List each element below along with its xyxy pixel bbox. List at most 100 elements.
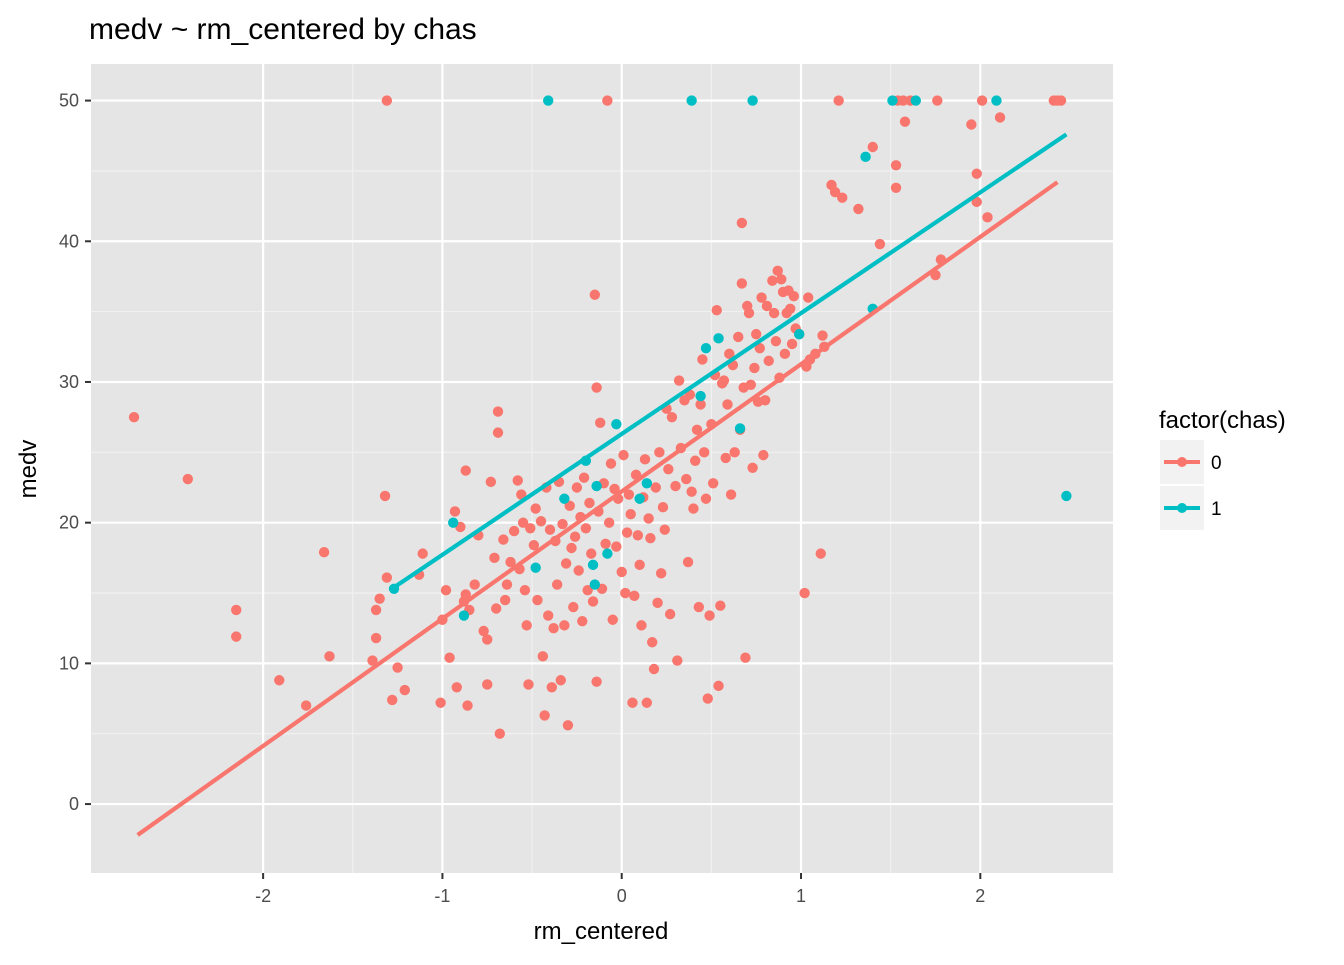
data-point <box>853 203 864 215</box>
data-point <box>591 382 602 393</box>
y-tick-label: 20 <box>59 513 79 533</box>
data-point <box>587 559 599 571</box>
y-tick-label: 50 <box>59 91 79 111</box>
data-point <box>655 568 667 579</box>
data-point <box>754 343 765 354</box>
data-point <box>625 509 636 520</box>
plot-panel <box>91 64 1113 873</box>
data-point <box>768 307 780 319</box>
data-point <box>482 679 493 690</box>
data-point <box>681 473 692 485</box>
fit-line-0 <box>136 180 1059 837</box>
data-point <box>546 682 557 693</box>
data-point <box>799 587 810 599</box>
data-point <box>991 95 1002 106</box>
data-point <box>182 473 194 485</box>
data-point <box>971 196 982 208</box>
data-point <box>274 675 285 686</box>
data-point <box>469 579 480 590</box>
data-point <box>548 622 559 634</box>
data-point <box>494 728 505 739</box>
x-tick-label: -2 <box>255 886 271 906</box>
data-point <box>867 141 878 153</box>
data-point <box>367 655 378 666</box>
data-point <box>128 411 140 423</box>
data-point <box>577 615 588 627</box>
data-point <box>910 95 921 106</box>
data-point <box>578 472 590 483</box>
data-point <box>449 506 461 517</box>
x-tick-label: 0 <box>617 886 627 906</box>
data-point <box>749 362 760 374</box>
data-point <box>776 274 787 285</box>
data-point <box>722 399 733 410</box>
data-point <box>562 720 574 731</box>
data-point <box>747 462 758 473</box>
data-point <box>729 447 740 458</box>
data-point <box>802 292 814 303</box>
data-point <box>982 212 993 223</box>
data-point <box>794 328 805 340</box>
data-point <box>489 552 500 564</box>
data-point <box>734 423 746 434</box>
data-point <box>543 95 554 106</box>
data-point <box>1061 490 1072 502</box>
data-point <box>621 527 633 538</box>
data-point <box>543 610 554 621</box>
legend-point-1 <box>1177 503 1187 513</box>
data-point <box>672 655 683 666</box>
legend-label-0: 0 <box>1211 453 1222 474</box>
data-point <box>700 493 712 504</box>
data-point <box>641 478 653 489</box>
data-point <box>899 116 911 127</box>
data-point <box>666 411 678 423</box>
data-point <box>693 601 705 613</box>
data-point <box>618 449 629 461</box>
data-point <box>499 594 511 606</box>
data-point <box>785 303 796 315</box>
data-point <box>976 95 988 106</box>
chart-title: medv ~ rm_centered by chas <box>89 13 477 46</box>
data-point <box>747 95 758 106</box>
data-point <box>569 531 581 542</box>
data-point <box>523 679 534 690</box>
data-point <box>568 601 579 613</box>
data-point <box>600 538 611 549</box>
data-point <box>444 652 455 663</box>
data-point <box>756 292 767 303</box>
data-point <box>516 489 527 500</box>
data-point <box>530 503 541 514</box>
data-point <box>571 482 583 493</box>
data-point <box>761 300 773 312</box>
data-point <box>736 278 748 289</box>
data-point <box>478 625 489 637</box>
data-point <box>725 489 737 500</box>
data-point <box>580 523 592 534</box>
data-point <box>584 497 595 509</box>
data-point <box>605 458 617 469</box>
data-point <box>702 693 713 704</box>
data-point <box>231 631 242 642</box>
data-point <box>670 480 681 492</box>
data-point <box>770 335 782 347</box>
data-point <box>720 452 731 464</box>
data-point <box>501 579 513 590</box>
data-point <box>664 608 676 620</box>
data-point <box>589 289 601 300</box>
data-point <box>636 620 647 631</box>
data-point <box>659 524 670 535</box>
data-point <box>551 579 563 590</box>
data-point <box>498 534 509 545</box>
data-point <box>482 634 493 645</box>
data-point <box>874 238 886 250</box>
data-point <box>763 355 774 367</box>
data-point <box>537 651 549 662</box>
data-point <box>620 587 631 599</box>
data-point <box>715 600 726 611</box>
data-point <box>654 447 665 458</box>
data-point <box>718 375 730 386</box>
data-point <box>300 700 312 711</box>
data-point <box>517 517 529 528</box>
